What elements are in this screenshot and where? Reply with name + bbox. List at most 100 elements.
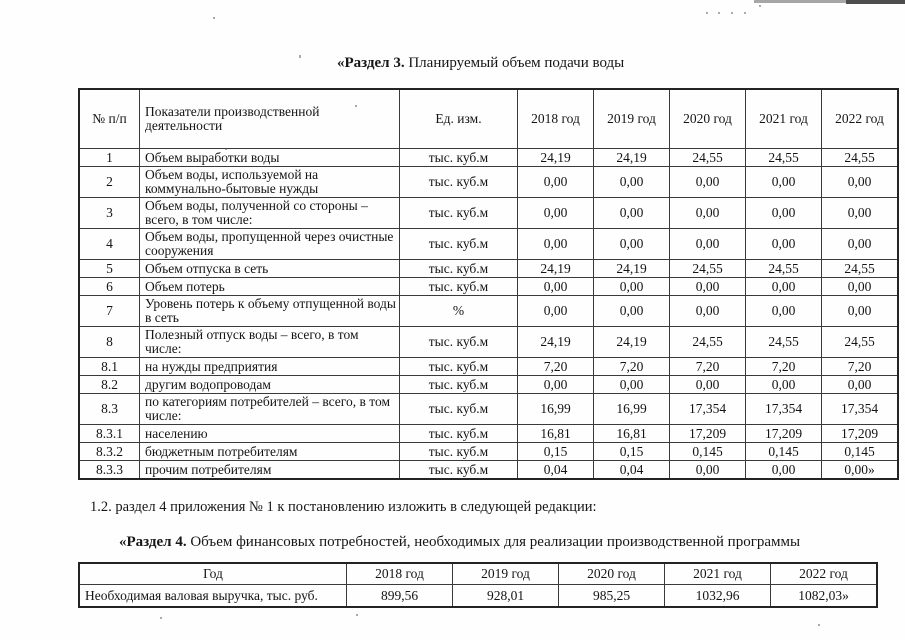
table-cell: 5 <box>78 259 140 278</box>
table-row: 8.3.1 населению тыс. куб.м 16,81 16,81 17,209… <box>78 424 899 443</box>
table-cell: Объем воды, используемой на коммунально-… <box>139 166 400 198</box>
table-cell: 0,00 <box>821 295 899 327</box>
table-cell: 0,00 <box>745 277 822 296</box>
table-cell: Необходимая валовая выручка, тыс. руб. <box>78 584 347 608</box>
table-cell: 16,81 <box>517 424 594 443</box>
table-cell: 0,15 <box>593 442 670 461</box>
table-cell: населению <box>139 424 400 443</box>
table-cell: на нужды предприятия <box>139 357 400 376</box>
table-cell: Объем воды, полученной со стороны – всег… <box>139 197 400 229</box>
clause-1-2: 1.2. раздел 4 приложения № 1 к постановл… <box>90 499 597 515</box>
scan-speck <box>299 55 301 58</box>
table-cell: 24,19 <box>517 148 594 167</box>
table-row: 8.2 другим водопроводам тыс. куб.м 0,00 0,00… <box>78 375 899 394</box>
scan-speck <box>818 624 820 626</box>
table-cell: Объем отпуска в сеть <box>139 259 400 278</box>
table-row: 8.1 на нужды предприятия тыс. куб.м 7,20 7,2… <box>78 357 899 376</box>
table-cell: 7,20 <box>669 357 746 376</box>
table-cell: 24,55 <box>745 326 822 358</box>
table-cell: 0,00 <box>745 228 822 260</box>
table-cell: 7,20 <box>517 357 594 376</box>
table-cell: 17,209 <box>669 424 746 443</box>
table-cell: 0,00 <box>745 166 822 198</box>
financial-needs-table-header: Год 2018 год 2019 год 2020 год 2021 год 2022 … <box>78 562 878 585</box>
water-supply-table-header: № п/п Показатели производственной деятель… <box>78 88 899 149</box>
table-cell: 8.3.3 <box>78 460 140 480</box>
table-cell: 24,55 <box>669 148 746 167</box>
table-row: 8.3 по категориям потребителей – всего, в… <box>78 393 899 425</box>
table-cell: 0,00 <box>517 166 594 198</box>
column-header: 2018 год <box>346 562 453 585</box>
table-cell: 2 <box>78 166 140 198</box>
table-cell: Объем воды, пропущенной через очистные с… <box>139 228 400 260</box>
scan-speck <box>718 12 720 14</box>
table-cell: 24,19 <box>517 259 594 278</box>
table-cell: 17,354 <box>821 393 899 425</box>
table-cell: 0,04 <box>517 460 594 480</box>
table-row: 3 Объем воды, полученной со стороны – все… <box>78 197 899 229</box>
table-cell: 0,00 <box>669 166 746 198</box>
table-row: Необходимая валовая выручка, тыс. руб. 89… <box>78 584 878 608</box>
table-cell: 0,00 <box>593 375 670 394</box>
table-cell: 7,20 <box>745 357 822 376</box>
column-header: 2022 год <box>821 88 899 149</box>
table-cell: 0,00 <box>593 166 670 198</box>
table-cell: 24,19 <box>517 326 594 358</box>
scan-artifact-bar <box>846 0 905 4</box>
table-cell: 3 <box>78 197 140 229</box>
financial-needs-table-body: Необходимая валовая выручка, тыс. руб. 89… <box>78 584 878 608</box>
column-header: № п/п <box>78 88 140 149</box>
table-cell: 17,209 <box>745 424 822 443</box>
table-cell: 8.3 <box>78 393 140 425</box>
scan-speck <box>160 617 162 619</box>
table-cell: 24,55 <box>745 148 822 167</box>
column-header: Год <box>78 562 347 585</box>
table-cell: 0,04 <box>593 460 670 480</box>
table-cell: 1082,03» <box>770 584 878 608</box>
table-cell: 24,19 <box>593 326 670 358</box>
table-cell: 24,55 <box>669 259 746 278</box>
column-header: 2021 год <box>664 562 771 585</box>
table-cell: 0,00 <box>821 375 899 394</box>
table-row: 5 Объем отпуска в сеть тыс. куб.м 24,19 24,1… <box>78 259 899 278</box>
table-cell: прочим потребителям <box>139 460 400 480</box>
table-row: 6 Объем потерь тыс. куб.м 0,00 0,00 0,00 0,00 0… <box>78 277 899 296</box>
scan-speck <box>356 614 358 616</box>
table-row: 7 Уровень потерь к объему отпущенной воды… <box>78 295 899 327</box>
table-cell: тыс. куб.м <box>399 393 518 425</box>
water-supply-table: № п/п Показатели производственной деятель… <box>78 88 899 480</box>
financial-needs-table: Год 2018 год 2019 год 2020 год 2021 год 2022 … <box>78 562 878 608</box>
table-cell: 0,00 <box>669 197 746 229</box>
table-cell: 0,00 <box>821 277 899 296</box>
table-cell: 0,00 <box>593 277 670 296</box>
table-cell: 0,00 <box>517 228 594 260</box>
section4-title: «Раздел 4. Объем финансовых потребностей… <box>119 534 800 551</box>
table-row: 8 Полезный отпуск воды – всего, в том чис… <box>78 326 899 358</box>
section4-title-number: «Раздел 4. <box>119 534 187 550</box>
table-row: 2 Объем воды, используемой на коммунально… <box>78 166 899 198</box>
column-header: 2021 год <box>745 88 822 149</box>
table-cell: Уровень потерь к объему отпущенной воды … <box>139 295 400 327</box>
table-cell: тыс. куб.м <box>399 460 518 480</box>
table-cell: 17,209 <box>821 424 899 443</box>
table-cell: 1 <box>78 148 140 167</box>
scan-speck <box>744 12 746 14</box>
table-cell: 24,55 <box>669 326 746 358</box>
table-cell: 0,00 <box>669 295 746 327</box>
column-header: 2020 год <box>558 562 665 585</box>
header-row: № п/п Показатели производственной деятель… <box>78 88 899 149</box>
table-cell: 0,00 <box>745 197 822 229</box>
table-cell: 899,56 <box>346 584 453 608</box>
column-header: 2020 год <box>669 88 746 149</box>
scan-speck <box>706 12 708 14</box>
table-cell: 0,00 <box>669 375 746 394</box>
column-header: 2022 год <box>770 562 878 585</box>
table-cell: 0,00 <box>821 197 899 229</box>
table-cell: 0,15 <box>517 442 594 461</box>
column-header: 2018 год <box>517 88 594 149</box>
table-row: 4 Объем воды, пропущенной через очистные … <box>78 228 899 260</box>
table-cell: 0,00 <box>745 295 822 327</box>
table-cell: 985,25 <box>558 584 665 608</box>
table-cell: тыс. куб.м <box>399 424 518 443</box>
